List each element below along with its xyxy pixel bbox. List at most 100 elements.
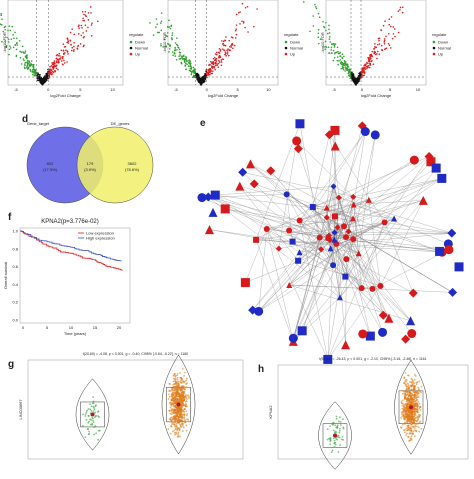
point <box>344 70 346 72</box>
panel-label: h <box>258 364 264 375</box>
point <box>28 66 30 68</box>
point <box>175 392 177 394</box>
point <box>174 417 176 419</box>
point <box>404 377 406 379</box>
point <box>420 428 422 430</box>
point <box>414 412 416 414</box>
point <box>318 32 320 34</box>
node <box>341 340 350 349</box>
point <box>218 60 220 62</box>
point <box>337 46 339 48</box>
point <box>176 59 178 61</box>
point <box>334 446 336 448</box>
point <box>403 412 405 414</box>
point <box>191 67 193 69</box>
point <box>187 395 189 397</box>
point <box>324 27 326 29</box>
point <box>51 62 53 64</box>
point <box>174 50 176 52</box>
point <box>29 69 31 71</box>
point <box>225 36 227 38</box>
node <box>437 174 446 183</box>
point <box>82 17 84 19</box>
point <box>182 430 184 432</box>
mean <box>91 412 95 416</box>
point <box>61 60 63 62</box>
point <box>202 76 204 78</box>
node <box>435 247 444 256</box>
point <box>411 398 413 400</box>
point <box>215 65 217 67</box>
node <box>378 328 387 337</box>
node <box>345 228 351 234</box>
point <box>23 58 25 60</box>
point <box>354 79 356 81</box>
point <box>314 4 316 6</box>
point <box>389 18 391 20</box>
x-tick-label: -5 <box>332 87 336 92</box>
point <box>317 36 319 38</box>
point <box>360 74 362 76</box>
node <box>391 216 397 222</box>
point <box>390 47 392 49</box>
point <box>169 383 171 385</box>
point <box>404 422 406 424</box>
point <box>204 81 206 83</box>
point <box>383 41 385 43</box>
point <box>215 63 217 65</box>
point <box>170 390 172 392</box>
point <box>417 405 419 407</box>
point <box>97 415 99 417</box>
point <box>175 425 177 427</box>
point <box>169 410 171 412</box>
point <box>171 420 173 422</box>
point <box>183 408 185 410</box>
point <box>68 42 70 44</box>
point <box>169 413 171 415</box>
point <box>392 26 394 28</box>
point <box>9 25 11 27</box>
point <box>24 65 26 67</box>
y-axis-label: LINC00667 <box>18 399 23 420</box>
x-tick-label: 5 <box>79 87 82 92</box>
point <box>1 24 3 26</box>
node <box>447 229 456 238</box>
point <box>253 26 255 28</box>
point <box>53 63 55 65</box>
point <box>403 405 405 407</box>
point <box>174 48 176 50</box>
node <box>343 256 349 262</box>
point <box>189 61 191 63</box>
plot-frame <box>8 0 123 85</box>
point <box>91 35 93 37</box>
point <box>378 53 380 55</box>
point <box>172 55 174 57</box>
point <box>54 60 56 62</box>
point <box>155 26 157 28</box>
point <box>71 47 73 49</box>
legend-title: regulate <box>284 32 299 37</box>
point <box>312 15 314 17</box>
legend-dot <box>130 53 133 56</box>
point <box>411 426 413 428</box>
point <box>388 33 390 35</box>
plot-frame <box>326 0 426 85</box>
point <box>183 375 185 377</box>
point <box>338 421 340 423</box>
point <box>29 65 31 67</box>
point <box>194 75 196 77</box>
point <box>9 45 11 47</box>
point <box>95 415 97 417</box>
point <box>412 430 414 432</box>
point <box>175 42 177 44</box>
point <box>28 62 30 64</box>
point <box>401 402 403 404</box>
node <box>359 285 365 291</box>
node <box>455 262 464 271</box>
point <box>410 402 412 404</box>
point <box>231 44 233 46</box>
edge <box>334 186 354 196</box>
point <box>412 432 414 434</box>
point <box>336 52 338 54</box>
legend-title: regulate <box>432 32 447 37</box>
